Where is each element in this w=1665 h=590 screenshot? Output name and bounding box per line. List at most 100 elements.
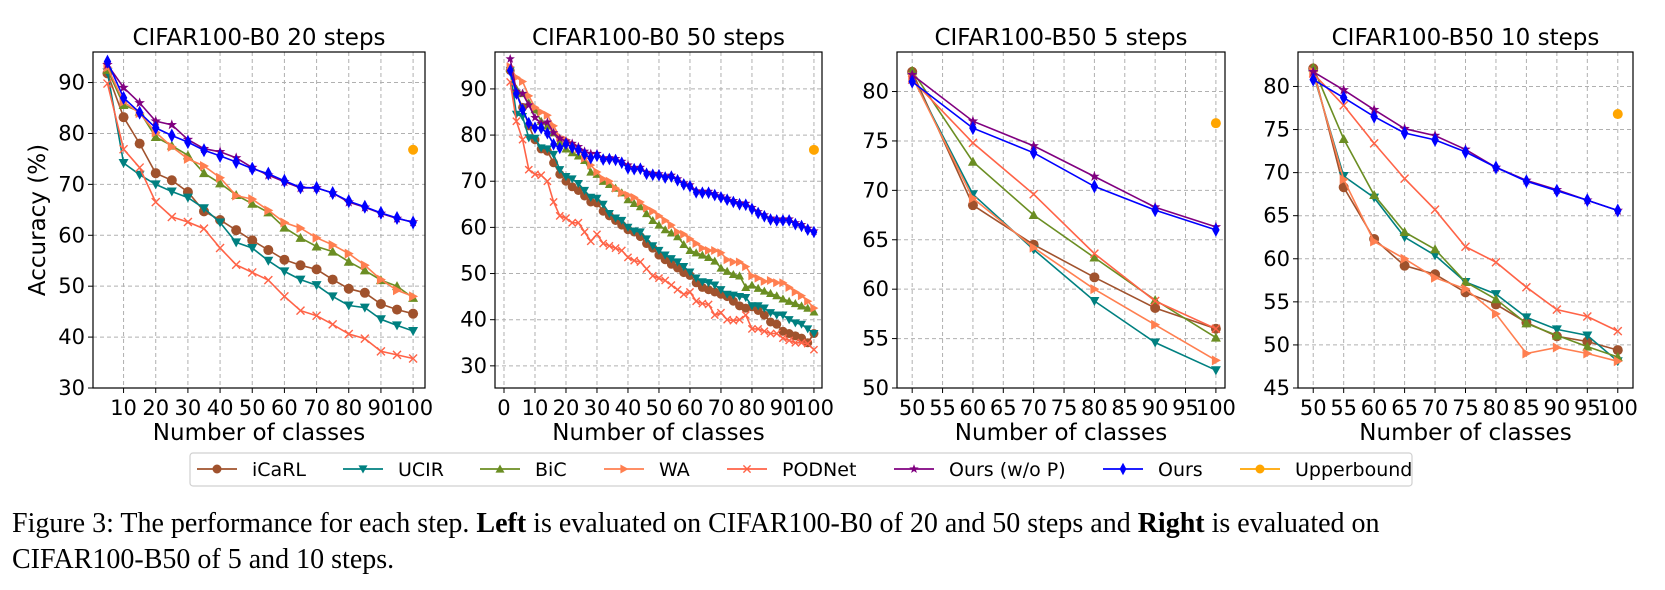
data-point-ucir	[1430, 251, 1441, 261]
data-point-bic	[648, 215, 658, 225]
caption-line-2: CIFAR100-B50 of 5 and 10 steps.	[12, 544, 395, 575]
chart-title: CIFAR100-B0 50 steps	[532, 25, 785, 51]
x-tick-label: 70	[1020, 396, 1047, 420]
data-point-podnet	[1339, 100, 1349, 110]
data-point-wa	[760, 276, 769, 286]
data-point-ucir	[604, 209, 614, 219]
series-icarl	[505, 65, 819, 348]
legend-frame	[189, 452, 1413, 487]
y-tick-label: 70	[460, 169, 487, 193]
data-point-podnet	[408, 353, 418, 363]
series-line-wa	[509, 66, 815, 309]
data-point-icarl	[263, 245, 274, 256]
data-point-ours	[232, 154, 240, 169]
data-point-podnet	[524, 165, 533, 174]
legend-item-upperbound: Upperbound	[1240, 459, 1412, 481]
x-tick-label: 40	[207, 396, 234, 420]
data-point-icarl	[753, 305, 763, 315]
data-point-ucir	[542, 145, 552, 154]
data-point-ours	[680, 178, 688, 191]
data-point-bic	[967, 156, 978, 166]
data-point-podnet	[580, 227, 589, 237]
data-point-ours	[723, 193, 731, 206]
data-point-ucir	[654, 246, 664, 255]
data-point-ours	[1614, 203, 1622, 218]
data-point-ucir	[555, 166, 565, 175]
data-point-wa	[630, 192, 639, 202]
data-point-ours	[531, 121, 539, 134]
x-axis-label: Number of classes	[1359, 420, 1571, 446]
data-point-ucir	[809, 329, 819, 339]
data-point-wa	[232, 190, 242, 201]
data-point-ours	[1461, 144, 1470, 159]
series-podnet	[102, 79, 418, 363]
data-point-wa	[797, 291, 807, 301]
data-point-wa	[312, 232, 322, 243]
data-point-ours-w-o-p	[118, 82, 129, 93]
data-point-ucir	[803, 325, 813, 334]
data-point-wa	[605, 176, 614, 186]
series-bic	[102, 64, 419, 302]
data-point-ours	[556, 141, 564, 155]
data-point-ucir	[359, 303, 370, 313]
data-point-bic	[1460, 277, 1471, 287]
data-point-ucir	[573, 179, 583, 189]
data-point-ucir	[710, 281, 720, 290]
data-point-wa	[667, 220, 676, 230]
data-point-ucir	[598, 200, 608, 209]
x-tick-label: 55	[1330, 396, 1357, 420]
x-tick-label: 100	[393, 396, 433, 420]
data-point-wa	[525, 91, 534, 101]
legend-label: WA	[659, 459, 690, 481]
data-point-wa	[611, 183, 621, 193]
data-point-ours	[200, 143, 208, 158]
legend-label: Upperbound	[1295, 459, 1412, 481]
legend-label: Ours (w/o P)	[949, 459, 1066, 481]
data-point-ours	[312, 180, 321, 195]
data-point-ours	[717, 191, 725, 204]
data-point-podnet	[1369, 138, 1379, 148]
data-point-wa	[717, 248, 726, 258]
data-point-icarl	[1582, 336, 1593, 347]
data-point-podnet	[561, 214, 571, 223]
data-point-wa	[328, 239, 338, 250]
legend-label: Ours	[1158, 459, 1203, 481]
data-point-ours	[1431, 132, 1439, 147]
caption-suffix: is evaluated on	[1204, 508, 1380, 539]
data-point-ours-w-o-p	[542, 117, 553, 127]
data-point-wa	[183, 153, 193, 164]
x-tick-label: 80	[739, 396, 766, 420]
data-point-ucir	[697, 278, 707, 287]
data-point-bic	[1582, 341, 1593, 351]
data-point-wa	[409, 291, 419, 302]
data-point-ours	[773, 214, 781, 227]
data-point-ours	[248, 161, 256, 176]
data-point-ours	[767, 213, 774, 226]
data-point-ucir	[561, 173, 571, 182]
y-tick-label: 40	[58, 325, 85, 349]
data-point-podnet	[611, 244, 620, 253]
data-point-ucir	[629, 227, 639, 236]
data-point-ours	[791, 217, 799, 231]
data-point-ours	[1212, 222, 1220, 237]
data-point-ours	[264, 166, 273, 181]
y-tick-label: 90	[58, 71, 85, 95]
data-point-ours	[1151, 203, 1159, 218]
data-point-wa	[1583, 348, 1593, 359]
data-point-podnet	[692, 297, 701, 306]
y-tick-label: 70	[862, 178, 889, 202]
data-point-ours	[1583, 193, 1592, 208]
x-tick-label: 60	[271, 396, 298, 420]
data-point-bic	[635, 202, 645, 211]
data-point-podnet	[586, 237, 595, 246]
data-point-ucir	[549, 150, 559, 159]
data-point-icarl	[728, 296, 738, 306]
series-upperbound	[808, 144, 819, 155]
y-tick-label: 65	[862, 228, 889, 252]
data-point-icarl	[343, 283, 354, 294]
data-point-ours	[568, 141, 576, 154]
data-point-podnet	[119, 144, 129, 154]
data-point-ucir	[772, 311, 782, 320]
series-podnet	[1308, 69, 1623, 336]
data-point-ucir	[511, 110, 521, 119]
